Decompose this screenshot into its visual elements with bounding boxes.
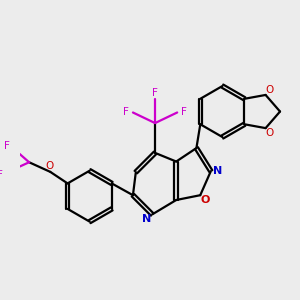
Text: F: F xyxy=(181,107,187,118)
Text: F: F xyxy=(0,170,3,180)
Text: N: N xyxy=(142,214,151,224)
Text: O: O xyxy=(200,195,210,205)
Text: O: O xyxy=(265,128,274,138)
Text: F: F xyxy=(123,107,129,118)
Text: O: O xyxy=(45,161,53,171)
Text: F: F xyxy=(4,141,10,151)
Text: O: O xyxy=(265,85,274,95)
Text: F: F xyxy=(152,88,158,98)
Text: N: N xyxy=(213,166,222,176)
